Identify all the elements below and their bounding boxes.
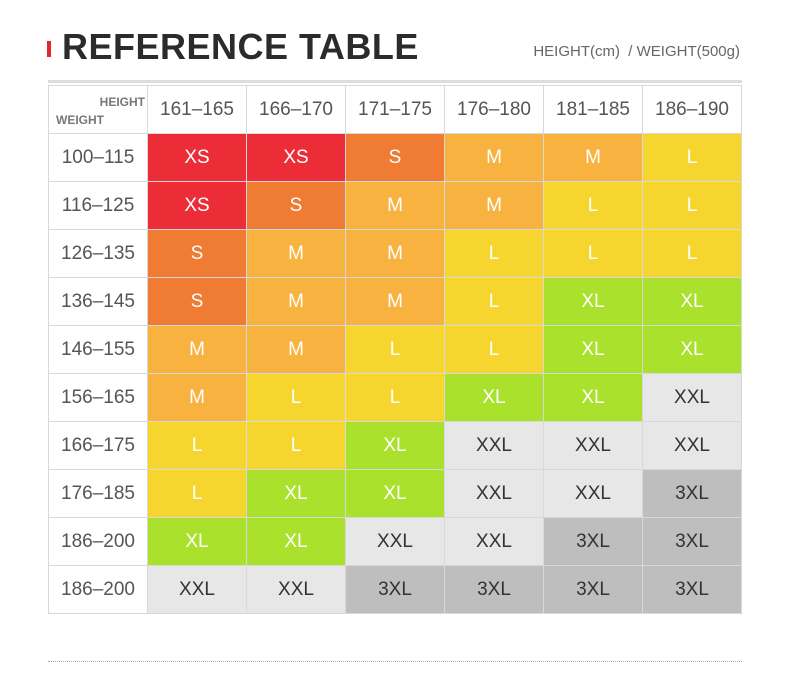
size-cell: 3XL: [444, 565, 544, 614]
column-header: 166–170: [246, 85, 346, 134]
size-cell: XXL: [147, 565, 247, 614]
size-cell: 3XL: [543, 517, 643, 566]
table-row: 186–200 XL XL XXL XXL 3XL 3XL: [48, 517, 742, 566]
size-cell: S: [147, 229, 247, 278]
size-cell: XS: [147, 181, 247, 230]
size-cell: XL: [246, 469, 346, 518]
size-cell: 3XL: [642, 517, 742, 566]
size-cell: XXL: [543, 421, 643, 470]
row-label: 166–175: [48, 421, 148, 470]
size-cell: XL: [345, 421, 445, 470]
table-row: 100–115 XS XS S M M L: [48, 133, 742, 182]
size-cell: M: [345, 277, 445, 326]
size-cell: L: [444, 229, 544, 278]
size-cell: L: [543, 229, 643, 278]
size-cell: M: [246, 229, 346, 278]
table-row: 166–175 L L XL XXL XXL XXL: [48, 421, 742, 470]
size-cell: L: [642, 181, 742, 230]
title: REFERENCE TABLE: [62, 26, 419, 67]
size-cell: XL: [444, 373, 544, 422]
size-cell: L: [246, 421, 346, 470]
size-cell: L: [444, 277, 544, 326]
size-cell: XXL: [444, 517, 544, 566]
corner-weight: WEIGHT: [56, 113, 104, 127]
size-cell: XL: [345, 469, 445, 518]
size-cell: S: [345, 133, 445, 182]
size-cell: L: [543, 181, 643, 230]
corner-cell: HEIGHT WEIGHT: [48, 85, 148, 134]
size-cell: M: [147, 373, 247, 422]
size-cell: L: [345, 325, 445, 374]
size-cell: XS: [147, 133, 247, 182]
dotted-divider: [48, 661, 742, 662]
size-cell: M: [345, 229, 445, 278]
header-row: HEIGHT WEIGHT 161–165 166–170 171–175 176–180…: [48, 85, 742, 134]
table-row: 116–125 XS S M M L L: [48, 181, 742, 230]
size-cell: 3XL: [642, 469, 742, 518]
row-label: 176–185: [48, 469, 148, 518]
size-cell: XL: [543, 277, 643, 326]
size-cell: XXL: [345, 517, 445, 566]
table-row: 126–135 S M M L L L: [48, 229, 742, 278]
size-cell: M: [147, 325, 247, 374]
size-cell: 3XL: [543, 565, 643, 614]
size-cell: XL: [543, 373, 643, 422]
size-cell: XL: [642, 325, 742, 374]
size-cell: S: [246, 181, 346, 230]
size-cell: XL: [543, 325, 643, 374]
row-label: 156–165: [48, 373, 148, 422]
size-cell: L: [147, 421, 247, 470]
row-label: 126–135: [48, 229, 148, 278]
size-cell: XXL: [642, 373, 742, 422]
size-cell: XXL: [246, 565, 346, 614]
table-row: 176–185 L XL XL XXL XXL 3XL: [48, 469, 742, 518]
table-row: 136–145 S M M L XL XL: [48, 277, 742, 326]
size-cell: S: [147, 277, 247, 326]
row-label: 146–155: [48, 325, 148, 374]
table-row: 156–165 M L L XL XL XXL: [48, 373, 742, 422]
size-cell: XL: [147, 517, 247, 566]
row-label: 116–125: [48, 181, 148, 230]
size-cell: L: [345, 373, 445, 422]
column-header: 186–190: [642, 85, 742, 134]
divider: [48, 80, 742, 83]
size-cell: L: [246, 373, 346, 422]
size-table: HEIGHT WEIGHT 161–165 166–170 171–175 176–180…: [48, 85, 742, 614]
size-cell: L: [642, 229, 742, 278]
row-label: 136–145: [48, 277, 148, 326]
size-cell: XXL: [543, 469, 643, 518]
row-label: 186–200: [48, 517, 148, 566]
table-row: 186–200 XXL XXL 3XL 3XL 3XL 3XL: [48, 565, 742, 614]
column-header: 161–165: [147, 85, 247, 134]
size-cell: XL: [246, 517, 346, 566]
row-label: 100–115: [48, 133, 148, 182]
size-cell: XS: [246, 133, 346, 182]
size-cell: M: [444, 181, 544, 230]
column-header: 176–180: [444, 85, 544, 134]
size-cell: L: [147, 469, 247, 518]
size-cell: XXL: [642, 421, 742, 470]
size-cell: 3XL: [345, 565, 445, 614]
size-cell: M: [345, 181, 445, 230]
corner-height: HEIGHT: [99, 95, 145, 109]
subtitle: HEIGHT(cm) / WEIGHT(500g): [533, 43, 740, 60]
size-cell: XL: [642, 277, 742, 326]
accent-bar: [47, 41, 51, 57]
size-cell: 3XL: [642, 565, 742, 614]
size-cell: L: [444, 325, 544, 374]
column-header: 181–185: [543, 85, 643, 134]
size-cell: M: [543, 133, 643, 182]
size-cell: M: [246, 325, 346, 374]
size-cell: M: [444, 133, 544, 182]
size-cell: XXL: [444, 469, 544, 518]
table-row: 146–155 M M L L XL XL: [48, 325, 742, 374]
size-cell: L: [642, 133, 742, 182]
column-header: 171–175: [345, 85, 445, 134]
size-cell: M: [246, 277, 346, 326]
row-label: 186–200: [48, 565, 148, 614]
size-cell: XXL: [444, 421, 544, 470]
